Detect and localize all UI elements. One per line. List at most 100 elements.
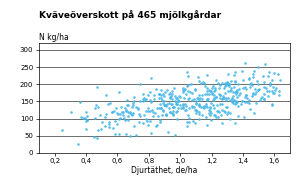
- Point: [85, 119, 89, 122]
- Point: [234, 102, 239, 105]
- Point: [205, 106, 210, 109]
- Point: [185, 75, 190, 78]
- Point: [157, 93, 161, 96]
- Point: [271, 85, 276, 89]
- Point: [199, 82, 204, 85]
- Point: [196, 79, 201, 82]
- Point: [197, 105, 202, 108]
- Point: [225, 105, 229, 108]
- Point: [266, 74, 271, 77]
- Point: [93, 116, 98, 120]
- Point: [242, 101, 247, 104]
- Point: [172, 94, 177, 98]
- Point: [162, 91, 167, 94]
- Point: [98, 128, 103, 131]
- Point: [176, 106, 181, 109]
- Point: [213, 95, 218, 99]
- Point: [192, 106, 197, 109]
- Point: [93, 104, 98, 107]
- Point: [217, 97, 222, 100]
- Point: [196, 104, 201, 107]
- Point: [112, 119, 117, 122]
- Point: [174, 102, 179, 105]
- Point: [194, 102, 199, 105]
- Point: [126, 103, 131, 106]
- Point: [168, 95, 173, 98]
- Point: [205, 89, 210, 93]
- Point: [156, 92, 161, 95]
- Point: [168, 95, 173, 98]
- Point: [129, 113, 134, 117]
- Point: [204, 73, 209, 76]
- Point: [200, 113, 205, 117]
- Point: [170, 98, 175, 101]
- Point: [181, 97, 186, 100]
- Point: [173, 133, 178, 137]
- Point: [171, 112, 176, 115]
- Point: [209, 101, 214, 104]
- Point: [180, 103, 185, 106]
- Point: [146, 123, 151, 127]
- Point: [188, 90, 193, 93]
- Point: [216, 109, 220, 112]
- Point: [123, 119, 128, 122]
- Point: [205, 98, 210, 101]
- Point: [252, 111, 257, 114]
- Point: [228, 98, 232, 101]
- Point: [234, 90, 239, 93]
- Point: [257, 87, 262, 90]
- Point: [220, 97, 225, 100]
- Text: N kg/ha: N kg/ha: [39, 33, 68, 42]
- Point: [163, 103, 168, 106]
- Point: [270, 92, 275, 95]
- Point: [110, 111, 115, 114]
- Point: [150, 108, 155, 111]
- Point: [224, 105, 228, 109]
- Point: [131, 103, 136, 106]
- Point: [269, 90, 274, 93]
- Point: [267, 70, 271, 73]
- Point: [259, 96, 264, 100]
- Point: [224, 97, 229, 100]
- Point: [170, 93, 175, 96]
- Point: [134, 106, 139, 109]
- Point: [161, 110, 166, 113]
- Point: [253, 87, 257, 90]
- Point: [158, 121, 163, 124]
- Point: [207, 89, 211, 92]
- Point: [189, 104, 194, 107]
- Point: [174, 103, 179, 106]
- X-axis label: Djurtäthet, de/ha: Djurtäthet, de/ha: [131, 166, 198, 175]
- Point: [155, 115, 160, 118]
- Point: [128, 135, 132, 138]
- Point: [153, 125, 158, 128]
- Point: [126, 115, 131, 118]
- Point: [219, 121, 224, 124]
- Point: [214, 79, 219, 82]
- Point: [235, 104, 240, 107]
- Point: [242, 95, 247, 99]
- Point: [261, 81, 266, 84]
- Point: [232, 74, 237, 77]
- Point: [240, 70, 245, 73]
- Point: [272, 72, 277, 75]
- Point: [208, 89, 213, 93]
- Point: [144, 109, 149, 112]
- Point: [190, 105, 195, 108]
- Point: [208, 109, 212, 112]
- Point: [186, 117, 191, 120]
- Point: [250, 94, 255, 97]
- Point: [82, 117, 87, 120]
- Point: [222, 110, 226, 113]
- Point: [130, 106, 135, 109]
- Point: [232, 79, 237, 82]
- Point: [174, 117, 179, 120]
- Point: [97, 114, 102, 117]
- Point: [158, 96, 163, 99]
- Point: [254, 91, 259, 94]
- Point: [106, 103, 110, 106]
- Point: [235, 89, 239, 92]
- Point: [193, 99, 198, 102]
- Point: [110, 110, 115, 113]
- Point: [199, 93, 204, 97]
